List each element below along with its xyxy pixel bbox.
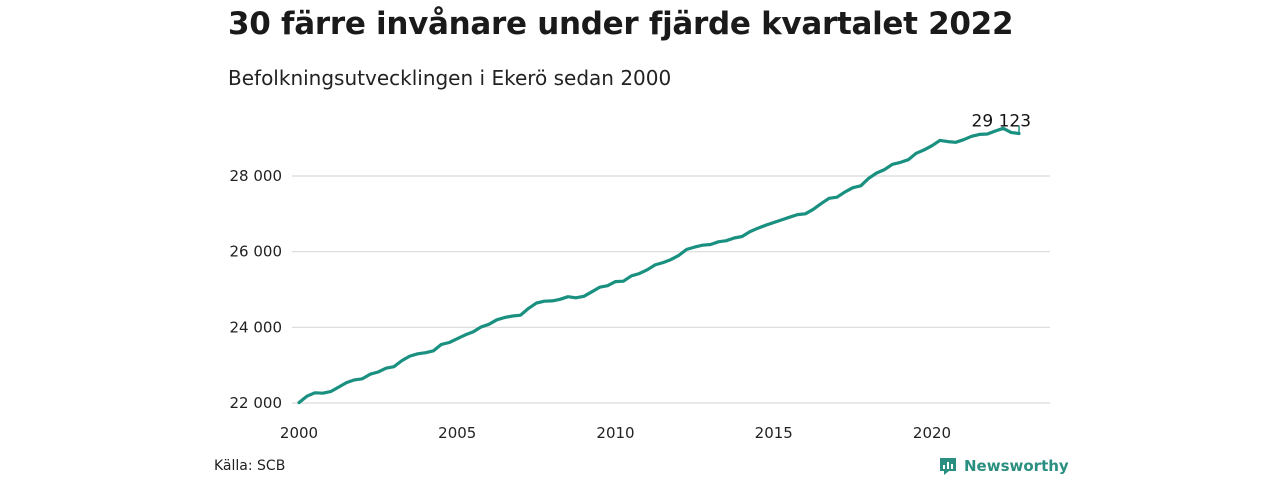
y-tick-label: 22 000 — [230, 394, 283, 412]
population-line — [297, 126, 1021, 405]
y-tick-label: 26 000 — [230, 243, 283, 261]
x-tick-label: 2005 — [438, 424, 476, 442]
gridlines — [292, 175, 1050, 404]
brand-logo[interactable]: Newsworthy — [938, 456, 1069, 476]
end-value-label: 29 123 — [972, 112, 1031, 132]
newsworthy-logo-icon — [940, 458, 956, 475]
x-tick-label: 2000 — [280, 424, 318, 442]
x-axis-tick-labels: 2000 2005 2010 2015 2020 — [280, 424, 951, 442]
y-tick-label: 24 000 — [230, 318, 283, 336]
x-tick-label: 2020 — [913, 424, 951, 442]
y-tick-label: 28 000 — [230, 167, 283, 185]
annotation-layer: 29 123 — [972, 112, 1031, 134]
source-note: Källa: SCB — [214, 458, 286, 474]
y-axis-tick-labels: 22 000 24 000 26 000 28 000 — [230, 167, 283, 412]
x-tick-label: 2015 — [755, 424, 793, 442]
chart-title: 30 färre invånare under fjärde kvartalet… — [228, 6, 1014, 42]
series-layer — [297, 126, 1021, 405]
brand-name: Newsworthy — [964, 457, 1069, 475]
x-tick-label: 2010 — [596, 424, 634, 442]
chart-subtitle: Befolkningsutvecklingen i Ekerö sedan 20… — [228, 66, 672, 90]
